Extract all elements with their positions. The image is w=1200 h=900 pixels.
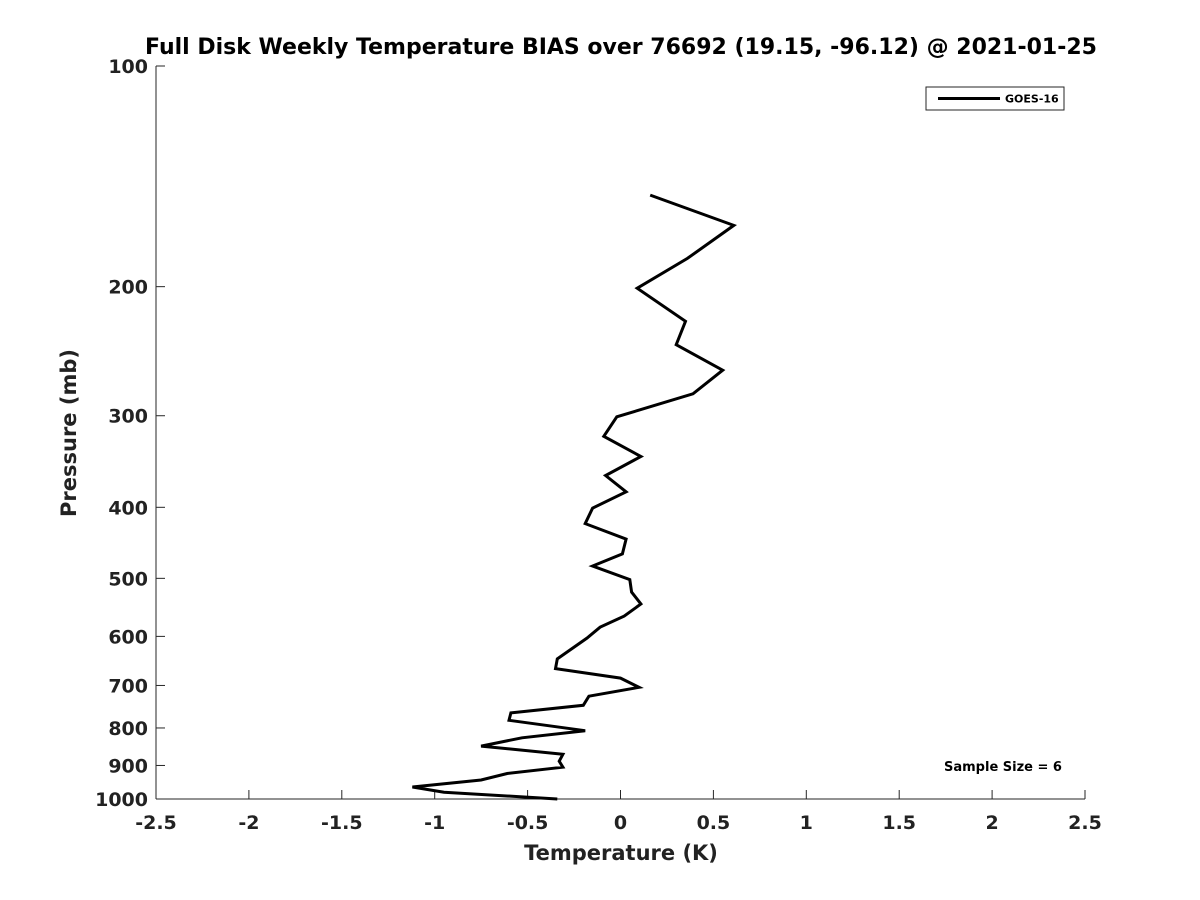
y-tick-label: 500 (108, 568, 148, 590)
y-tick-label: 900 (108, 755, 148, 777)
y-tick-label: 400 (108, 497, 148, 519)
y-tick-label: 300 (108, 406, 148, 428)
x-tick-label: 0 (614, 812, 627, 834)
x-tick-label: 2 (985, 812, 998, 834)
x-tick-label: 1 (800, 812, 813, 834)
y-ticks: 100 200 300 400 500 600 700 800 900 1000 (95, 56, 165, 811)
x-tick-label: 1.5 (882, 812, 916, 834)
y-axis-label: Pressure (mb) (57, 349, 81, 517)
sample-size-annotation: Sample Size = 6 (944, 760, 1062, 775)
x-ticks: -2.5 -2 -1.5 -1 -0.5 0 0.5 1 1.5 2 2.5 (135, 790, 1102, 834)
series-line-goes-16 (412, 193, 738, 801)
x-tick-label: -1 (424, 812, 445, 834)
x-tick-label: -2 (238, 812, 259, 834)
y-tick-label: 200 (108, 277, 148, 299)
legend-label-goes-16: GOES-16 (1005, 93, 1059, 106)
y-tick-label: 700 (108, 675, 148, 697)
x-tick-label: -0.5 (507, 812, 549, 834)
x-tick-label: 0.5 (697, 812, 731, 834)
y-tick-label: 800 (108, 718, 148, 740)
x-tick-label: -1.5 (321, 812, 363, 834)
legend: GOES-16 (925, 86, 1065, 111)
x-tick-label: -2.5 (135, 812, 177, 834)
y-tick-label: 100 (108, 56, 148, 78)
y-tick-label: 600 (108, 626, 148, 648)
x-tick-label: 2.5 (1068, 812, 1102, 834)
x-axis-label: Temperature (K) (524, 841, 718, 865)
series-layer (412, 193, 738, 801)
chart-title: Full Disk Weekly Temperature BIAS over 7… (145, 35, 1097, 60)
y-tick-label: 1000 (95, 789, 148, 811)
